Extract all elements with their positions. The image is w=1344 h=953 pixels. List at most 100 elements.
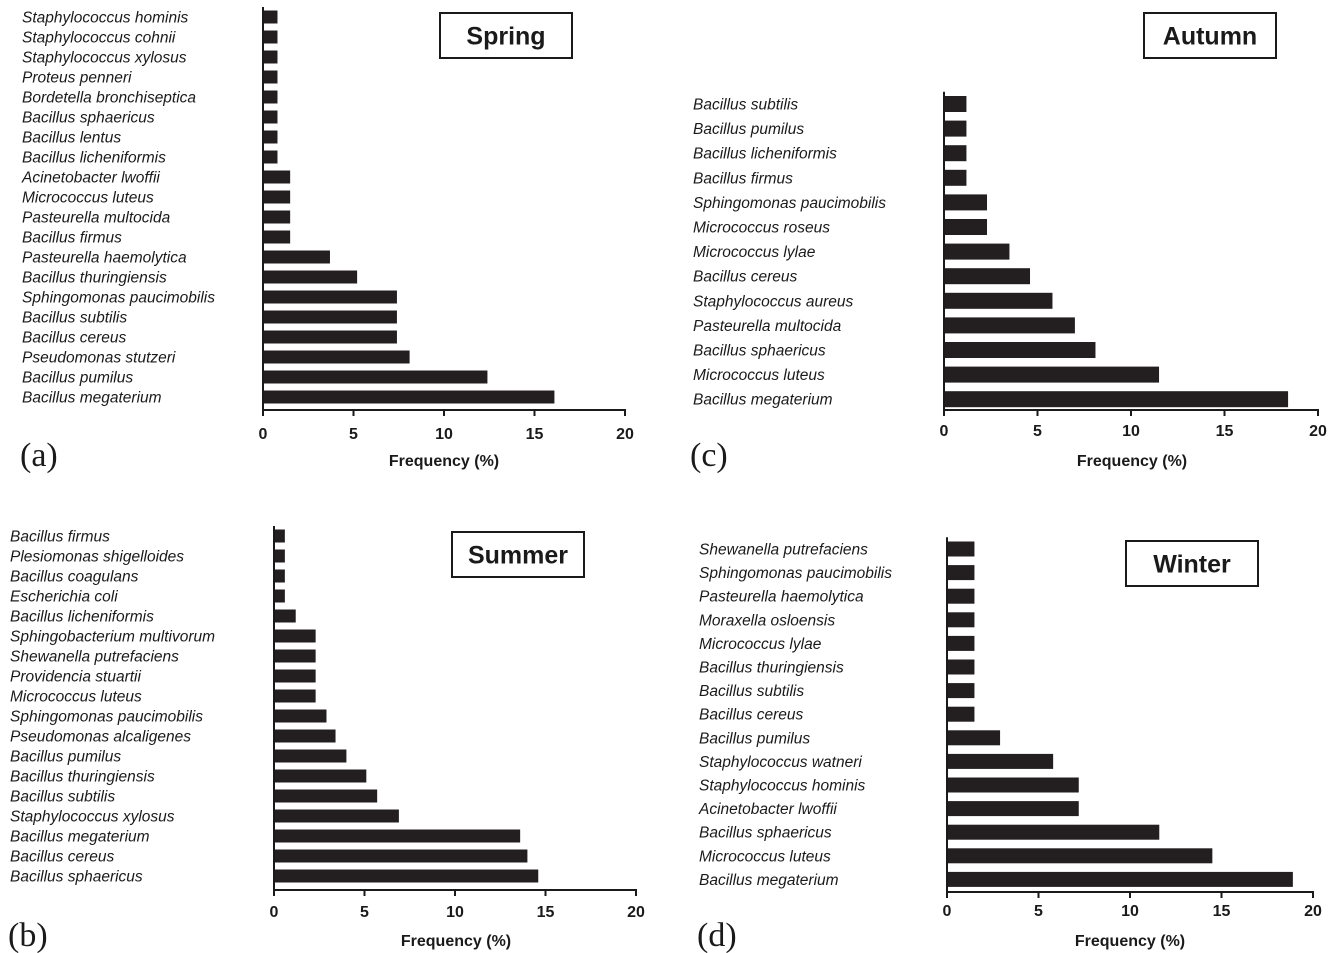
x-tick-label: 0 bbox=[943, 903, 952, 920]
category-label: Acinetobacter lwoffii bbox=[21, 170, 160, 187]
panel-label: (d) bbox=[697, 917, 737, 953]
category-label: Pasteurella multocida bbox=[693, 318, 842, 335]
x-tick-label: 0 bbox=[259, 426, 268, 443]
bar bbox=[263, 210, 291, 224]
bar bbox=[944, 268, 1031, 285]
bar bbox=[947, 871, 1293, 887]
category-label: Bacillus thuringiensis bbox=[22, 270, 167, 287]
category-label: Micrococcus luteus bbox=[693, 367, 825, 384]
category-label: Providencia stuartii bbox=[10, 669, 142, 686]
category-label: Bacillus pumilus bbox=[693, 121, 804, 138]
title-box bbox=[439, 12, 573, 59]
bar bbox=[263, 30, 278, 44]
bar bbox=[274, 629, 316, 643]
chart-panel-autumn: Bacillus subtilis Bacillus pumilus Bacillu… bbox=[690, 12, 1327, 474]
category-label: Staphylococcus hominis bbox=[22, 10, 189, 27]
bar bbox=[944, 120, 967, 137]
x-axis-label: Frequency (%) bbox=[389, 453, 499, 470]
bar bbox=[263, 250, 330, 264]
category-label: Bacillus coagulans bbox=[10, 569, 139, 586]
bar bbox=[944, 243, 1010, 260]
x-tick-label: 5 bbox=[349, 426, 358, 443]
bar bbox=[947, 565, 975, 581]
category-label: Bordetella bronchiseptica bbox=[22, 90, 196, 107]
bar bbox=[947, 824, 1160, 840]
category-label: Micrococcus luteus bbox=[22, 190, 154, 207]
bar bbox=[274, 669, 316, 683]
x-tick-label: 5 bbox=[1034, 903, 1043, 920]
bar bbox=[944, 194, 988, 211]
bar bbox=[947, 777, 1079, 793]
category-label: Bacillus licheniformis bbox=[10, 609, 154, 626]
bar bbox=[274, 749, 347, 763]
bar bbox=[947, 683, 975, 699]
bar bbox=[274, 589, 285, 603]
category-label: Bacillus megaterium bbox=[22, 390, 162, 407]
x-tick-label: 15 bbox=[1216, 423, 1234, 440]
category-label: Micrococcus roseus bbox=[693, 220, 830, 237]
bar bbox=[274, 649, 316, 663]
category-label: Bacillus firmus bbox=[693, 170, 793, 187]
x-tick-label: 15 bbox=[526, 426, 544, 443]
bar bbox=[944, 145, 967, 162]
x-tick-label: 10 bbox=[435, 426, 453, 443]
bar bbox=[263, 130, 278, 144]
category-label: Bacillus megaterium bbox=[10, 829, 150, 846]
category-label: Bacillus firmus bbox=[22, 230, 122, 247]
x-tick-label: 10 bbox=[446, 904, 464, 921]
category-label: Bacillus sphaericus bbox=[693, 343, 826, 360]
x-axis-label: Frequency (%) bbox=[1077, 453, 1187, 470]
bar bbox=[274, 789, 378, 803]
chart-panel-winter: Shewanella putrefaciens Sphingomonas pauc… bbox=[697, 537, 1322, 953]
bar bbox=[263, 10, 278, 24]
bar bbox=[944, 366, 1160, 383]
bar bbox=[263, 90, 278, 104]
category-label: Staphylococcus cohnii bbox=[22, 30, 176, 47]
panel-label: (b) bbox=[8, 917, 48, 953]
category-label: Bacillus sphaericus bbox=[22, 110, 155, 127]
bar bbox=[263, 270, 358, 284]
category-label: Proteus penneri bbox=[22, 70, 132, 87]
category-label: Shewanella putrefaciens bbox=[10, 649, 179, 666]
x-tick-label: 15 bbox=[1213, 903, 1231, 920]
category-label: Micrococcus luteus bbox=[699, 848, 831, 865]
bar bbox=[263, 310, 397, 324]
bar bbox=[947, 659, 975, 675]
category-label: Bacillus pumilus bbox=[10, 749, 121, 766]
category-label: Bacillus cereus bbox=[22, 330, 126, 347]
bar bbox=[263, 330, 397, 344]
bar bbox=[944, 219, 988, 235]
x-tick-label: 10 bbox=[1122, 423, 1140, 440]
title-box bbox=[1143, 12, 1277, 59]
bar bbox=[274, 729, 336, 743]
category-label: Sphingobacterium multivorum bbox=[10, 629, 215, 646]
category-label: Sphingomonas paucimobilis bbox=[10, 709, 203, 726]
category-label: Bacillus pumilus bbox=[22, 370, 133, 387]
panel-label: (c) bbox=[690, 437, 728, 474]
category-label: Micrococcus lylae bbox=[693, 244, 816, 261]
bar bbox=[947, 541, 975, 557]
bar bbox=[947, 588, 975, 604]
category-label: Bacillus pumilus bbox=[699, 730, 810, 747]
category-label: Moraxella osloensis bbox=[699, 612, 835, 629]
chart-title: Winter bbox=[1153, 551, 1231, 579]
bar bbox=[274, 709, 327, 723]
bar bbox=[263, 290, 397, 304]
x-tick-label: 0 bbox=[940, 423, 949, 440]
category-label: Bacillus lentus bbox=[22, 130, 121, 147]
category-label: Shewanella putrefaciens bbox=[699, 542, 868, 559]
bar bbox=[947, 848, 1213, 864]
title-box bbox=[451, 531, 585, 578]
bar bbox=[263, 230, 291, 244]
category-label: Staphylococcus watneri bbox=[699, 754, 862, 771]
chart-title: Autumn bbox=[1163, 23, 1257, 51]
category-label: Sphingomonas paucimobilis bbox=[693, 195, 886, 212]
bar bbox=[947, 730, 1001, 746]
bar bbox=[944, 96, 967, 112]
bar bbox=[263, 50, 278, 64]
x-axis-label: Frequency (%) bbox=[401, 933, 511, 950]
bar bbox=[944, 292, 1053, 309]
x-tick-label: 5 bbox=[360, 904, 369, 921]
bar bbox=[944, 391, 1289, 408]
category-label: Bacillus licheniformis bbox=[693, 146, 837, 163]
